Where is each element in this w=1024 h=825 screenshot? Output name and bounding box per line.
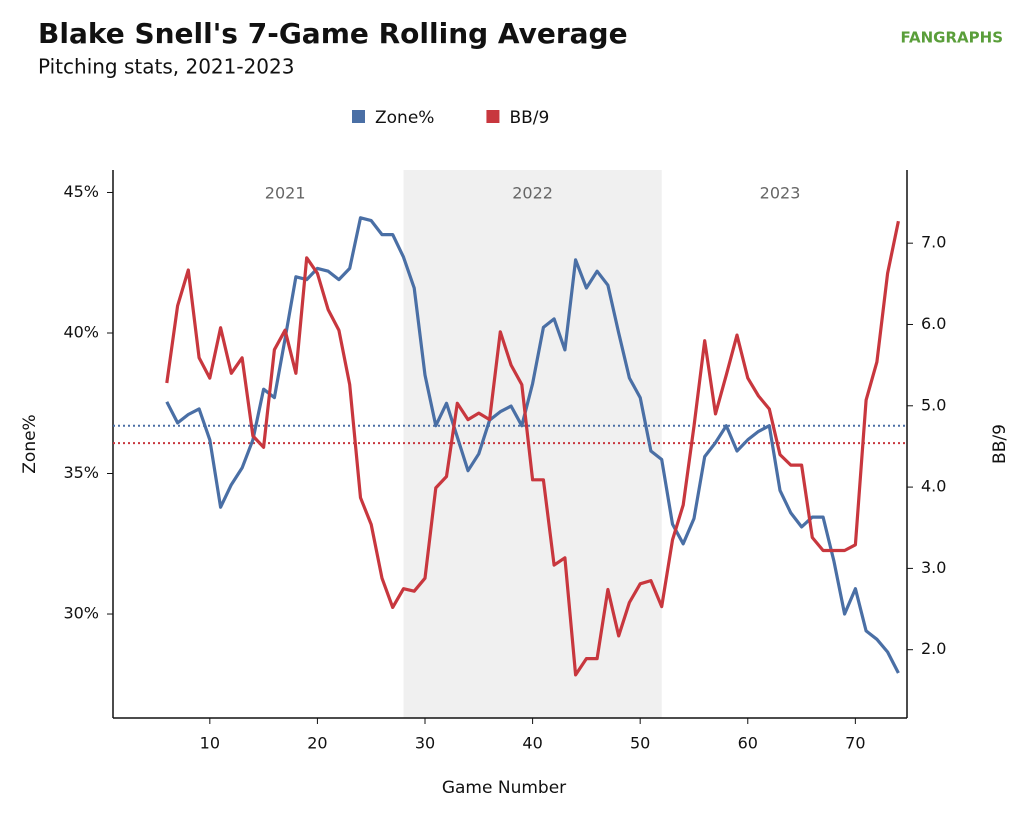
- y2-tick-label: 6.0: [921, 314, 946, 333]
- legend-label: BB/9: [509, 108, 549, 128]
- x-tick-label: 20: [307, 734, 327, 753]
- y2-axis-label: BB/9: [990, 424, 1010, 464]
- chart-title: Blake Snell's 7-Game Rolling Average: [38, 17, 628, 50]
- y-axis-label: Zone%: [20, 414, 40, 473]
- logo: FANGRAPHS: [900, 29, 1003, 47]
- y-tick-label: 30%: [63, 604, 99, 623]
- legend-label: Zone%: [375, 108, 434, 128]
- chart-subtitle: Pitching stats, 2021-2023: [38, 55, 294, 79]
- y-tick-label: 40%: [63, 322, 99, 341]
- y2-tick-label: 4.0: [921, 477, 946, 496]
- period-shade: [403, 170, 662, 718]
- x-tick-label: 50: [630, 734, 650, 753]
- x-tick-label: 40: [522, 734, 542, 753]
- y-tick-label: 35%: [63, 463, 99, 482]
- series-line: [165, 220, 900, 677]
- y2-tick-label: 2.0: [921, 639, 946, 658]
- period-label: 2023: [760, 184, 801, 203]
- x-tick-label: 60: [738, 734, 758, 753]
- x-tick-label: 30: [415, 734, 435, 753]
- y-tick-label: 45%: [63, 182, 99, 201]
- legend-swatch: [486, 110, 500, 123]
- y2-tick-label: 3.0: [921, 558, 946, 577]
- x-tick-label: 70: [845, 734, 865, 753]
- series-line: [165, 216, 900, 674]
- period-label: 2022: [512, 184, 553, 203]
- legend-swatch: [352, 110, 365, 123]
- x-axis-label: Game Number: [442, 778, 566, 798]
- period-label: 2021: [265, 184, 306, 203]
- y2-tick-label: 7.0: [921, 233, 946, 252]
- x-tick-label: 10: [200, 734, 220, 753]
- y2-tick-label: 5.0: [921, 395, 946, 414]
